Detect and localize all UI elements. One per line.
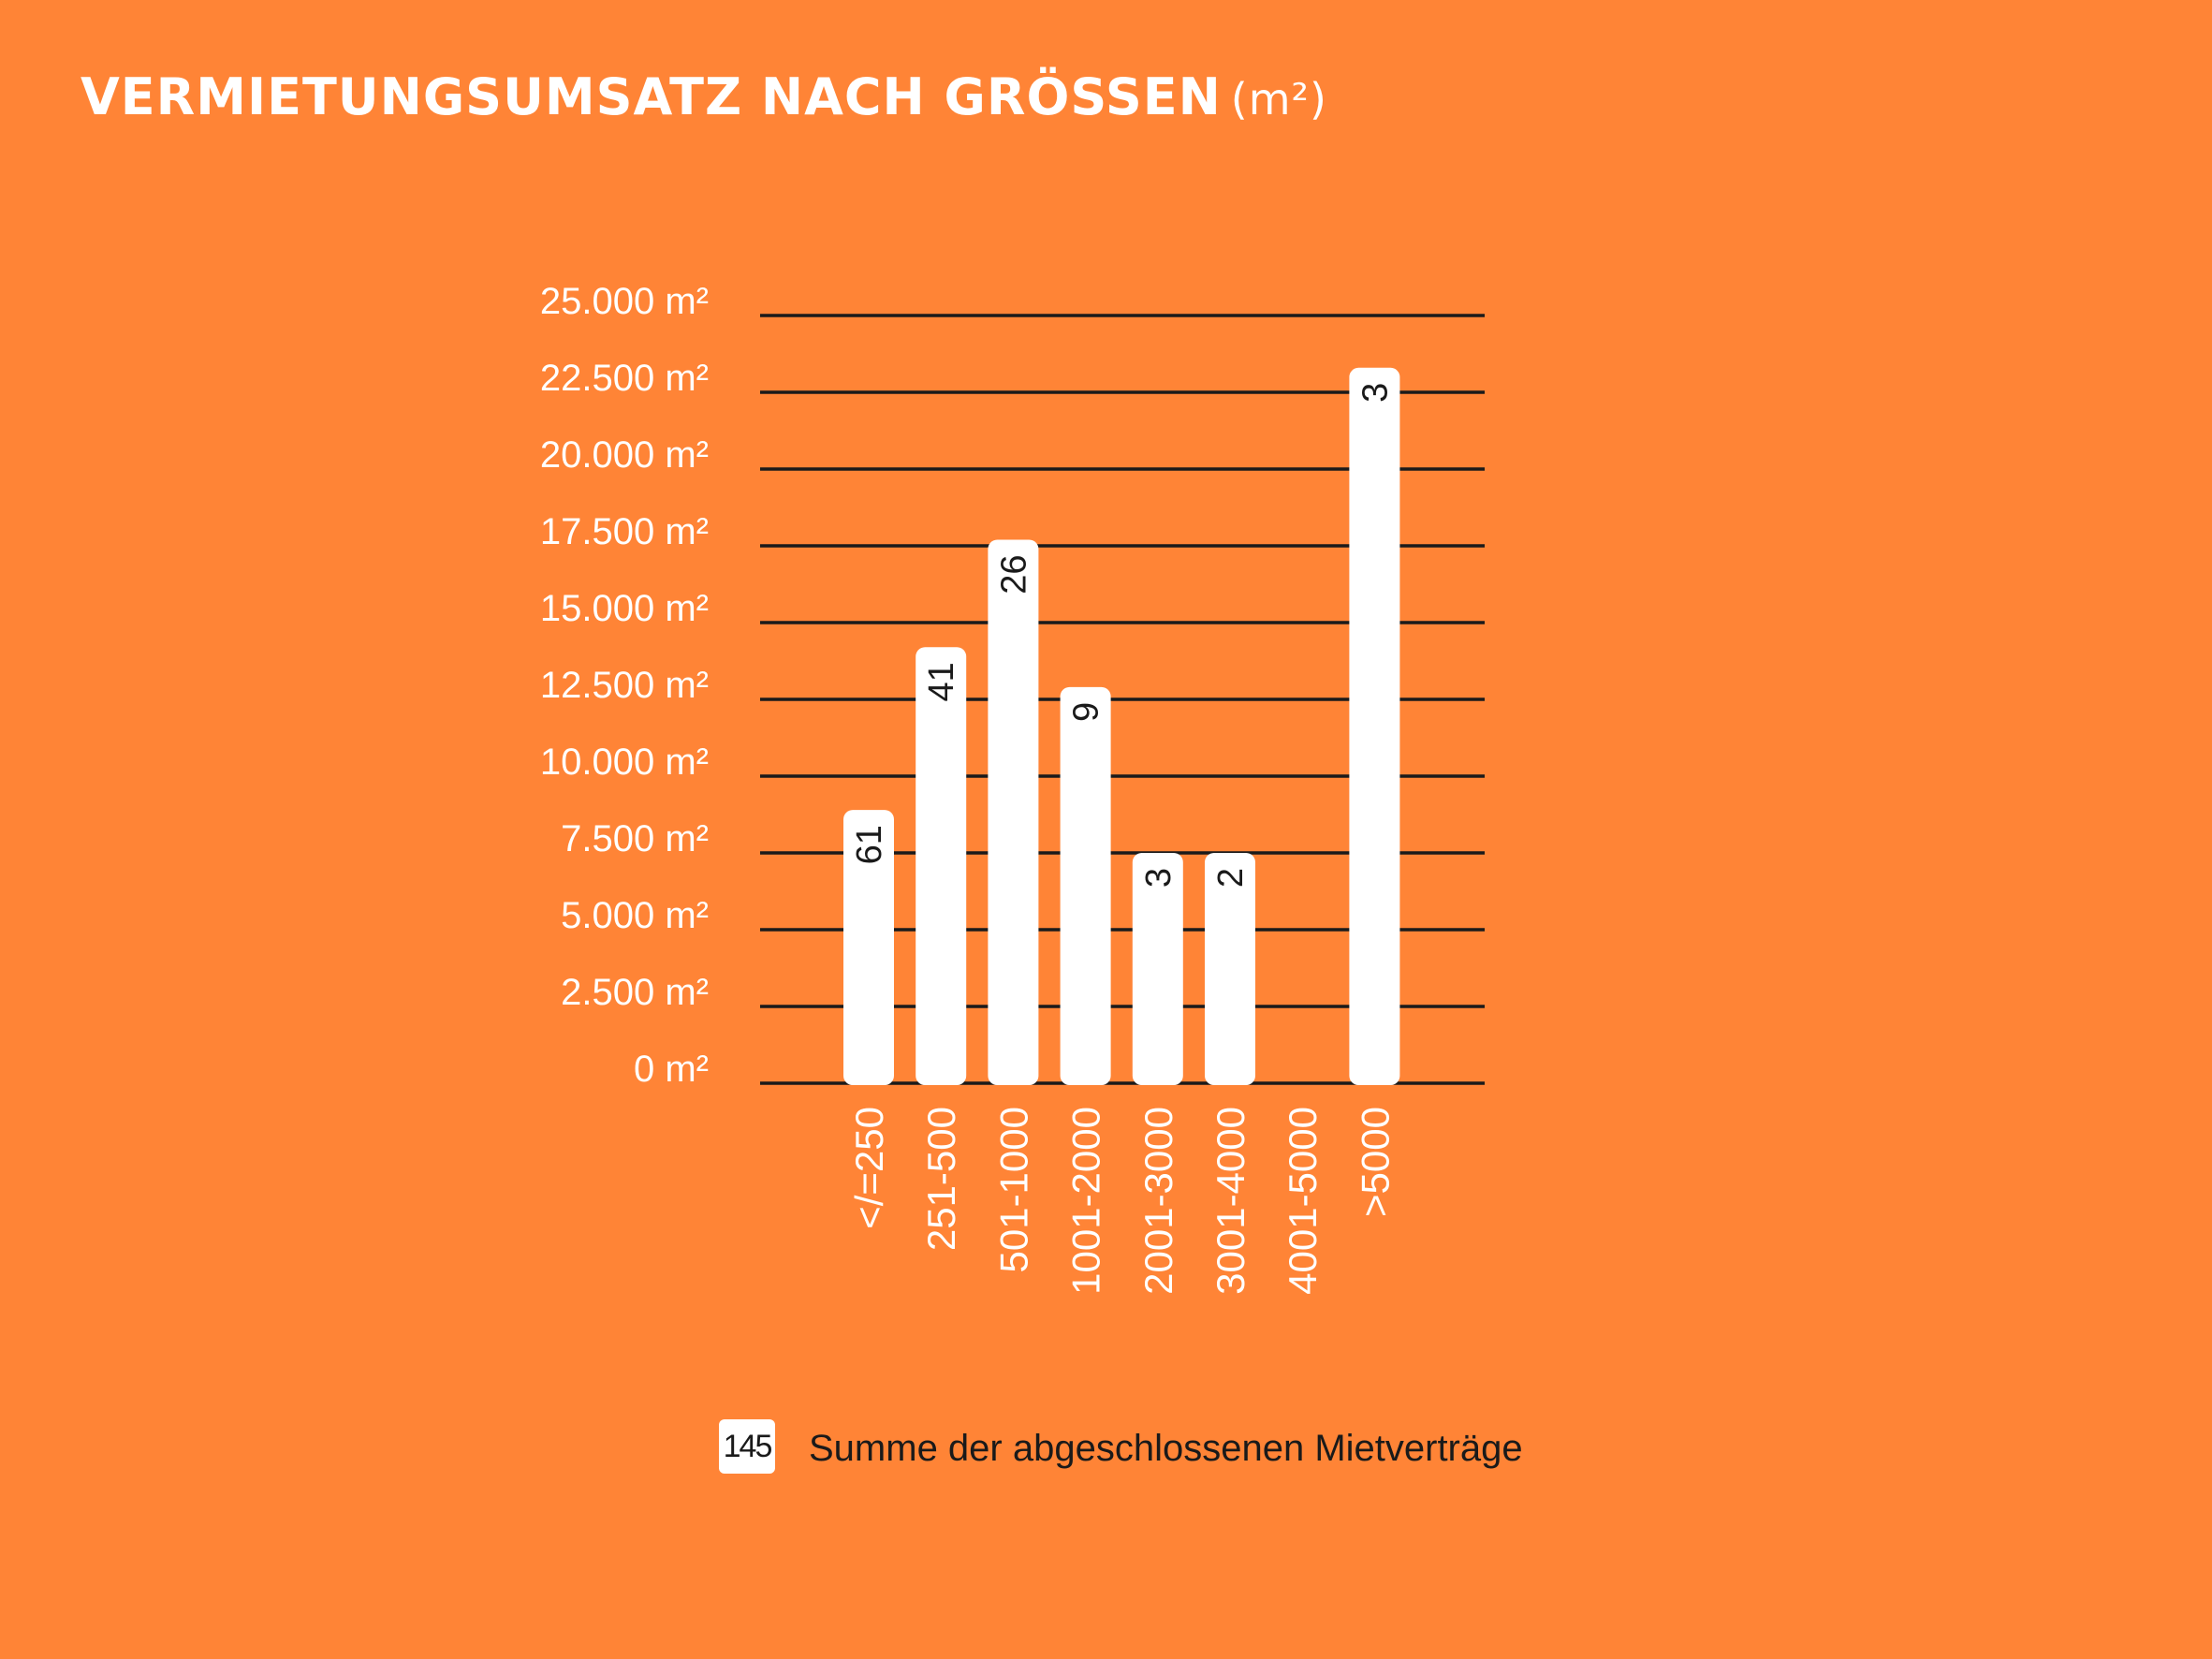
y-tick-label: 22.500 m² [540, 358, 709, 399]
bar [1060, 686, 1111, 1085]
chart-title: VERMIETUNGSUMSATZ NACH GRÖSSEN (m²) [81, 67, 1327, 126]
x-tick-label: 3001-4000 [1209, 1107, 1252, 1295]
bar-data-label: 3 [1139, 868, 1179, 888]
bar-data-label: 61 [850, 825, 889, 864]
x-tick-label: 2001-3000 [1136, 1107, 1180, 1295]
bar-data-label: 2 [1211, 868, 1251, 888]
y-tick-label: 17.500 m² [540, 511, 709, 552]
chart-title-unit: (m²) [1230, 74, 1327, 125]
bar [916, 647, 967, 1085]
y-tick-label: 12.500 m² [540, 665, 709, 706]
x-tick-label: 501-1000 [991, 1107, 1035, 1273]
bar [843, 810, 894, 1085]
y-tick-label: 2.500 m² [561, 972, 709, 1013]
legend-swatch: 145 [719, 1419, 775, 1474]
y-tick-label: 20.000 m² [540, 434, 709, 476]
bar [1205, 853, 1255, 1085]
x-tick-label: 4001-5000 [1281, 1107, 1325, 1295]
bar [988, 539, 1039, 1085]
x-tick-label: 251-500 [919, 1107, 963, 1251]
legend-label: Summe der abgeschlossenen Mietverträge [809, 1428, 1523, 1469]
chart-title-main: VERMIETUNGSUMSATZ NACH GRÖSSEN [81, 67, 1222, 126]
bar-data-label: 41 [922, 662, 961, 701]
y-tick-label: 7.500 m² [561, 818, 709, 859]
y-tick-label: 25.000 m² [540, 281, 709, 322]
x-tick-label: >5000 [1353, 1107, 1397, 1217]
y-tick-label: 0 m² [634, 1049, 709, 1090]
y-tick-label: 15.000 m² [540, 588, 709, 629]
y-tick-label: 5.000 m² [561, 895, 709, 936]
x-tick-label: 1001-2000 [1064, 1107, 1108, 1295]
bar [1132, 853, 1183, 1085]
bar-data-label: 3 [1355, 383, 1395, 403]
bar-data-label: 9 [1067, 702, 1106, 722]
bar-data-label: 26 [994, 554, 1033, 594]
bar [1349, 367, 1400, 1085]
x-tick-label: </=250 [847, 1107, 891, 1229]
y-tick-label: 10.000 m² [540, 741, 709, 783]
